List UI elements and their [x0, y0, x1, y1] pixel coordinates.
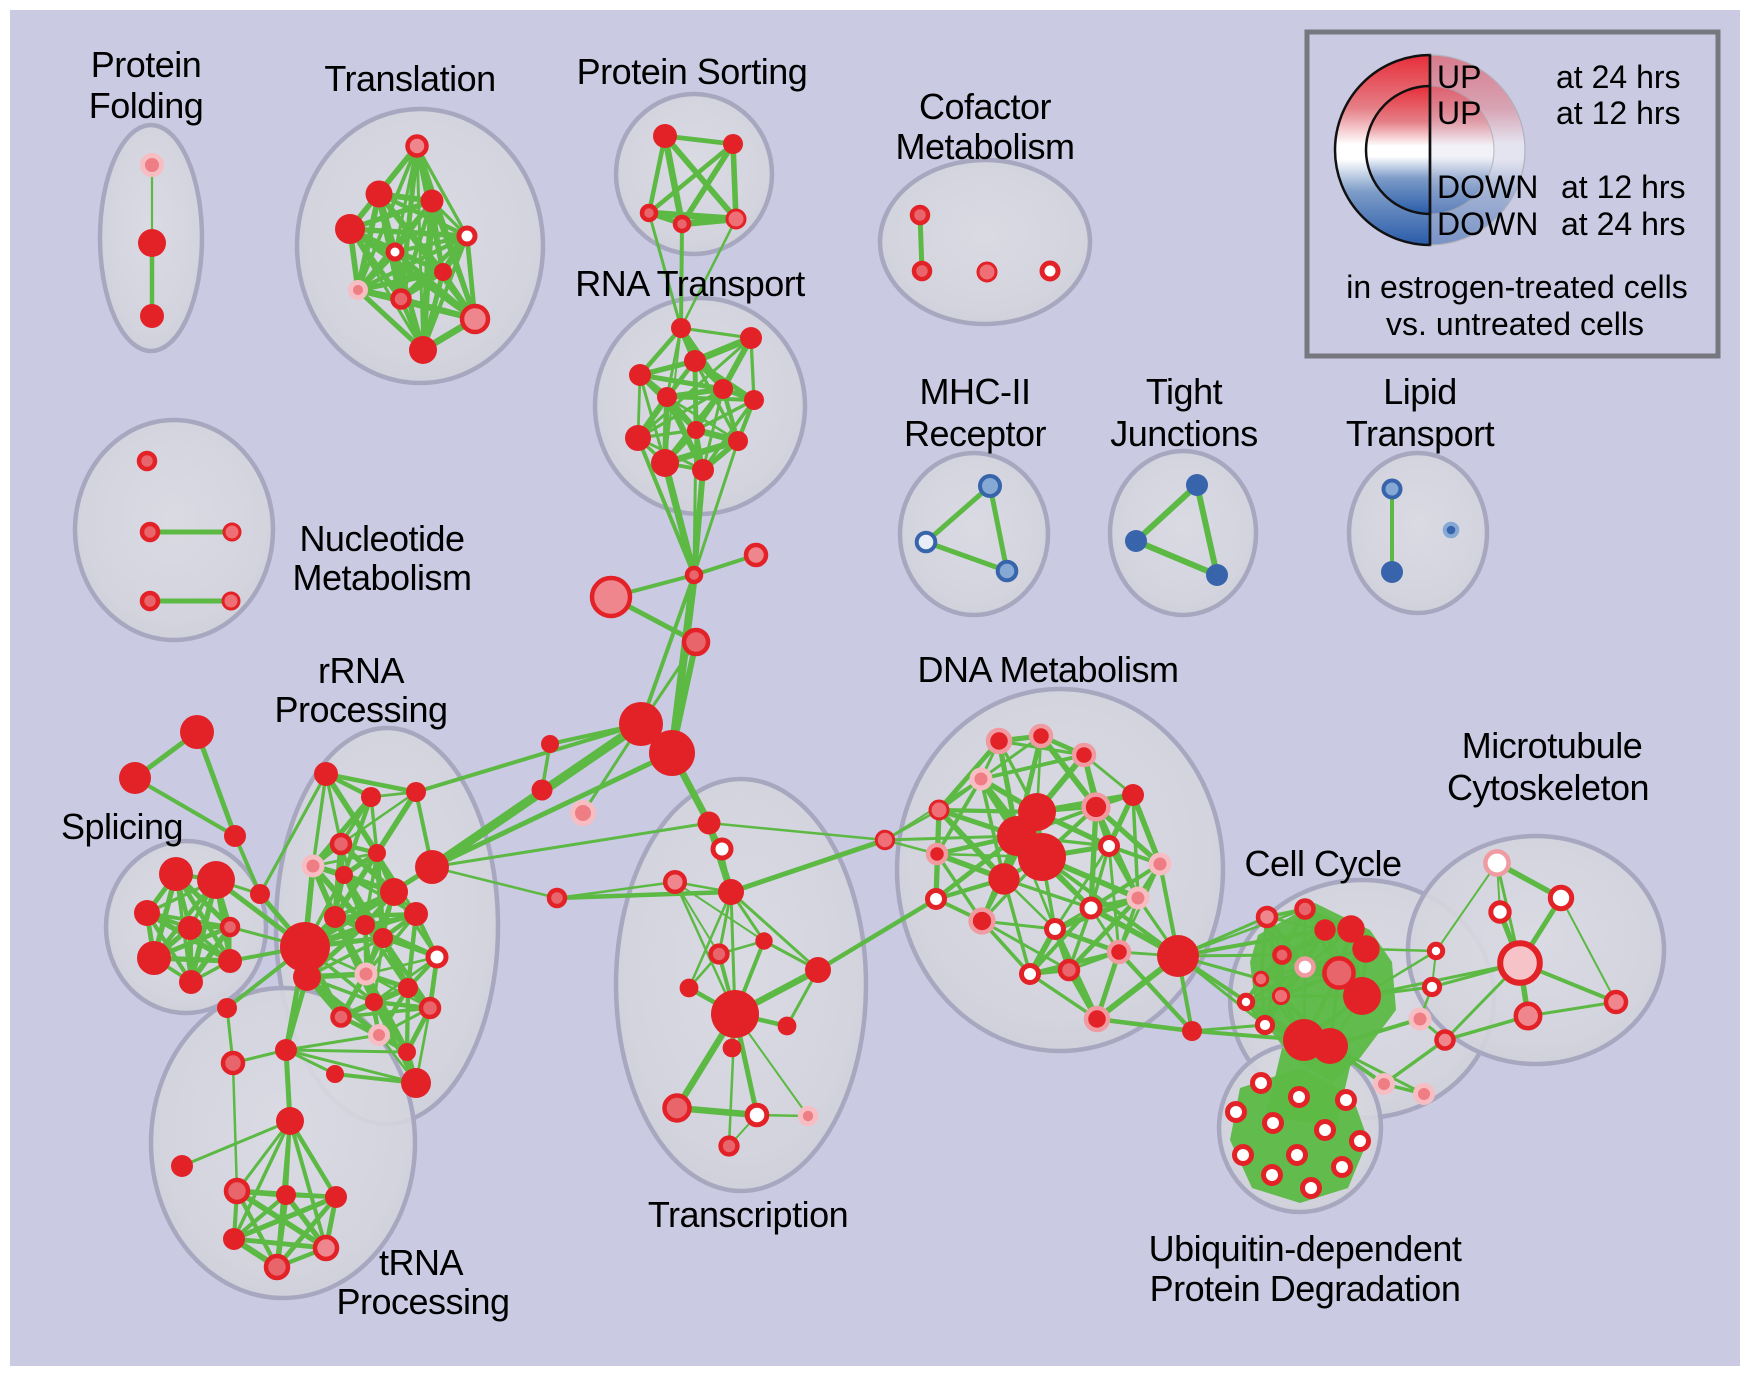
- svg-text:in estrogen-treated cells: in estrogen-treated cells: [1346, 269, 1688, 305]
- svg-text:Folding: Folding: [89, 85, 204, 126]
- svg-text:Lipid: Lipid: [1383, 371, 1457, 412]
- svg-text:at 24 hrs: at 24 hrs: [1556, 59, 1681, 95]
- svg-text:DOWN: DOWN: [1437, 206, 1538, 242]
- svg-text:Protein Degradation: Protein Degradation: [1150, 1268, 1461, 1309]
- svg-text:at 12 hrs: at 12 hrs: [1556, 95, 1681, 131]
- svg-text:Protein: Protein: [91, 44, 202, 85]
- svg-text:UP: UP: [1437, 59, 1481, 95]
- svg-text:Translation: Translation: [324, 58, 495, 99]
- svg-text:Tight: Tight: [1146, 371, 1223, 412]
- svg-text:MHC-II: MHC-II: [920, 371, 1031, 412]
- svg-text:Cell Cycle: Cell Cycle: [1244, 843, 1401, 884]
- svg-text:DNA Metabolism: DNA Metabolism: [917, 649, 1178, 690]
- svg-text:vs. untreated cells: vs. untreated cells: [1386, 306, 1644, 342]
- svg-text:Transport: Transport: [1346, 413, 1495, 454]
- svg-text:UP: UP: [1437, 95, 1481, 131]
- svg-text:at 12 hrs: at 12 hrs: [1561, 169, 1686, 205]
- svg-text:rRNA: rRNA: [318, 650, 404, 691]
- svg-text:Splicing: Splicing: [61, 806, 183, 847]
- svg-text:RNA Transport: RNA Transport: [575, 263, 805, 304]
- svg-text:Processing: Processing: [274, 689, 447, 730]
- svg-text:Protein Sorting: Protein Sorting: [577, 51, 808, 92]
- svg-text:Metabolism: Metabolism: [292, 557, 471, 598]
- svg-text:tRNA: tRNA: [379, 1242, 463, 1283]
- svg-text:Nucleotide: Nucleotide: [299, 518, 464, 559]
- svg-text:Ubiquitin-dependent: Ubiquitin-dependent: [1149, 1228, 1462, 1269]
- svg-text:Cytoskeleton: Cytoskeleton: [1447, 767, 1649, 808]
- svg-text:at 24 hrs: at 24 hrs: [1561, 206, 1686, 242]
- svg-text:Receptor: Receptor: [904, 413, 1047, 454]
- svg-text:Processing: Processing: [336, 1281, 509, 1322]
- svg-text:Microtubule: Microtubule: [1462, 725, 1643, 766]
- svg-text:Junctions: Junctions: [1110, 413, 1258, 454]
- svg-text:Metabolism: Metabolism: [895, 126, 1074, 167]
- svg-text:Cofactor: Cofactor: [919, 86, 1052, 127]
- svg-text:Transcription: Transcription: [648, 1194, 848, 1235]
- svg-text:DOWN: DOWN: [1437, 169, 1538, 205]
